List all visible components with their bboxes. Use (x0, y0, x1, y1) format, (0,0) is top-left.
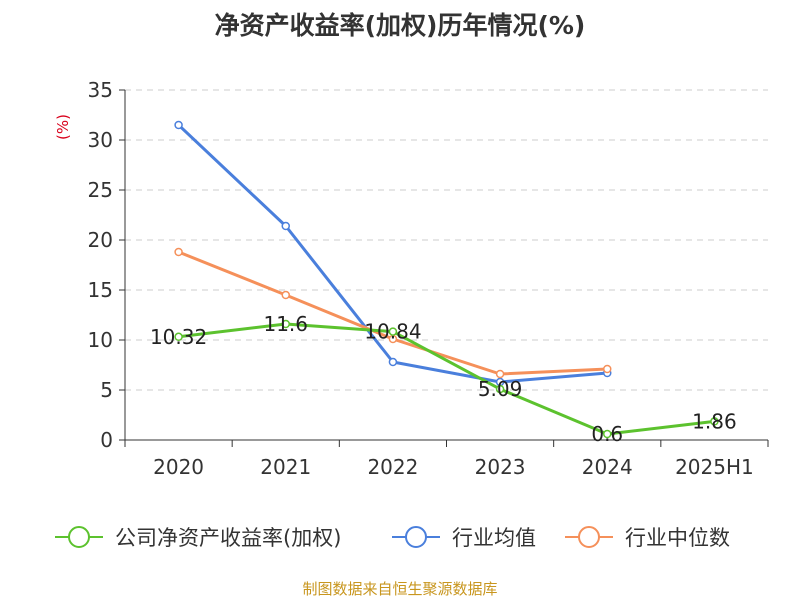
series-line-2 (178, 250, 608, 376)
y-tick-label: 35 (88, 78, 113, 102)
series-line-0 (178, 322, 715, 436)
y-tick-label: 15 (88, 278, 113, 302)
y-tick-label: 20 (88, 228, 113, 252)
grid-lines (125, 89, 768, 391)
data-label: 10.32 (150, 325, 207, 349)
y-tick-label: 5 (100, 378, 113, 402)
series-point-0 (174, 332, 183, 342)
data-label: 0.6 (591, 422, 623, 446)
legend: 公司净资产收益率(加权) 行业均值 行业中位数 (55, 526, 730, 550)
x-tick-label: 2023 (475, 455, 526, 479)
x-tick-label: 2021 (260, 455, 311, 479)
data-label: 1.86 (692, 409, 737, 433)
y-axis-unit-label: (%) (54, 114, 72, 140)
legend-label: 公司净资产收益率(加权) (115, 526, 341, 550)
legend-label: 行业中位数 (625, 526, 730, 550)
y-tick-label: 25 (88, 178, 113, 202)
series-point-0 (710, 417, 719, 426)
data-label: 10.84 (364, 320, 421, 344)
series-point-0 (495, 384, 505, 394)
axes: 0 5 10 15 20 25 30 35 2020 2021 2022 2023 2024 2025H1… (54, 78, 769, 479)
x-tick-label: 2024 (582, 455, 633, 479)
data-label: 11.6 (263, 312, 308, 336)
x-tick-label: 2025H1 (675, 455, 754, 479)
series-point-0 (603, 429, 612, 439)
chart-title: 净资产收益率(加权)历年情况(%) (214, 11, 586, 40)
series-point-2 (281, 290, 290, 300)
series-point-1 (281, 221, 290, 231)
x-tick-label: 2020 (153, 455, 204, 479)
x-tick-label: 2022 (367, 455, 418, 479)
y-tick-label: 10 (88, 328, 113, 352)
series-point-2 (603, 364, 612, 374)
series-point-0 (281, 319, 290, 329)
series-point-0 (388, 327, 398, 336)
series-point-2 (174, 247, 183, 257)
y-tick-label: 30 (88, 128, 113, 152)
series-point-2 (495, 369, 505, 379)
series-point-1 (388, 357, 398, 367)
data-labels: 10.32 11.6 10.84 5.09 0.6 1.86 (150, 312, 737, 446)
data-label: 5.09 (478, 377, 523, 401)
data-source-note: 制图数据来自恒生聚源数据库 (302, 580, 498, 598)
series-point-1 (174, 120, 183, 130)
series-lines (174, 120, 719, 439)
legend-marker (68, 526, 90, 548)
legend-label: 行业均值 (452, 526, 536, 550)
y-tick-label: 0 (100, 428, 113, 452)
legend-marker (578, 526, 600, 548)
legend-marker (405, 526, 427, 548)
